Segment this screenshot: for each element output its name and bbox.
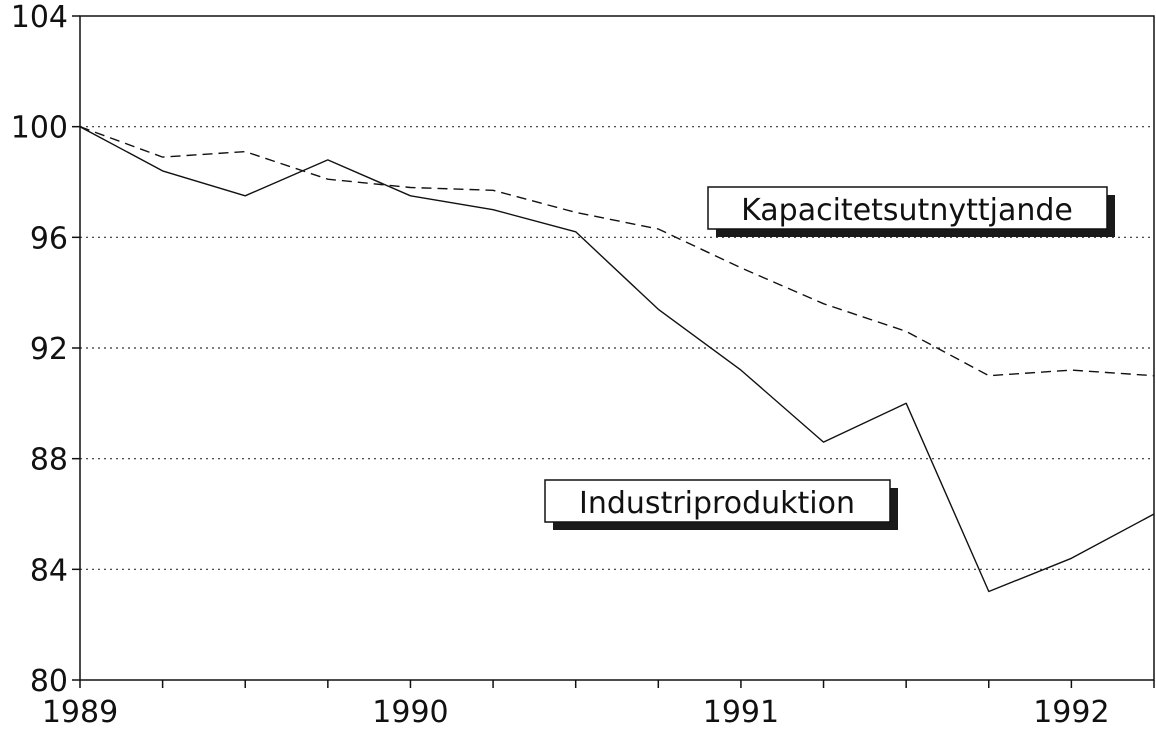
series-lines bbox=[79, 126, 1155, 593]
y-tick-label: 92 bbox=[30, 332, 68, 367]
legend-box bbox=[544, 479, 891, 523]
x-tick-label: 1989 bbox=[42, 695, 118, 730]
y-tick-label: 80 bbox=[30, 664, 68, 699]
legend-label-industriproduktion: Industriproduktion bbox=[579, 486, 855, 521]
legend-box bbox=[707, 186, 1108, 230]
x-tick-label: 1992 bbox=[1033, 695, 1109, 730]
x-tick-label: 1990 bbox=[372, 695, 448, 730]
legend-kapacitetsutnyttjande: Kapacitetsutnyttjande bbox=[707, 186, 1115, 237]
axis-ticks: 80 84 88 92 96 100 104 1989 1990 1991 1992 bbox=[11, 0, 1155, 730]
y-tick-label: 88 bbox=[30, 443, 68, 478]
y-tick-label: 100 bbox=[11, 111, 68, 146]
gridlines bbox=[80, 126, 1154, 570]
series-line-kapacitetsutnyttjande bbox=[79, 126, 1155, 377]
x-tick-label: 1991 bbox=[703, 695, 779, 730]
series-line-industriproduktion bbox=[79, 126, 1155, 593]
y-tick-label: 104 bbox=[11, 0, 68, 35]
y-tick-label: 84 bbox=[30, 553, 68, 588]
legend-label-kapacitetsutnyttjande: Kapacitetsutnyttjande bbox=[741, 193, 1073, 228]
y-tick-label: 96 bbox=[30, 221, 68, 256]
legend-industriproduktion: Industriproduktion bbox=[544, 479, 898, 530]
